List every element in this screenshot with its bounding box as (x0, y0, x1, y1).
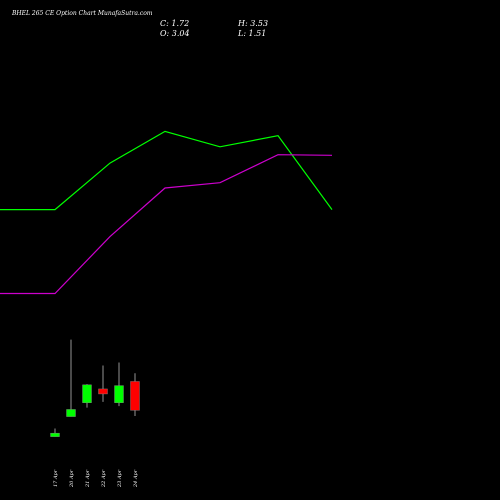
close-readout: C: 1.72 (160, 19, 189, 28)
indicator-line-2 (0, 154, 333, 295)
candle-21-apr (82, 384, 92, 408)
date-axis: 17 Apr 20 Apr 21 Apr 22 Apr 23 Apr 24 Apr (53, 469, 139, 488)
candle-17-apr (50, 428, 60, 437)
candle-23-apr (114, 362, 124, 407)
high-readout: H: 3.53 (237, 19, 268, 28)
candle-body (66, 409, 76, 417)
indicator-lines (0, 130, 333, 295)
open-readout: O: 3.04 (160, 29, 190, 38)
candle-24-apr (130, 373, 140, 416)
candle-22-apr (98, 365, 108, 402)
date-label: 21 Apr (85, 469, 91, 488)
chart-title: BHEL 265 CE Option Chart MunafaSutra.com (11, 10, 153, 17)
low-readout: L: 1.51 (237, 29, 266, 38)
candle-body (130, 381, 140, 411)
candlesticks (50, 339, 140, 437)
candle-body (98, 388, 108, 395)
date-label: 22 Apr (101, 469, 107, 488)
date-label: 24 Apr (133, 469, 139, 488)
candle-body (114, 385, 124, 403)
date-label: 23 Apr (117, 469, 123, 488)
candle-20-apr (66, 339, 76, 417)
candle-body (82, 384, 92, 403)
date-label: 20 Apr (69, 469, 75, 488)
indicator-line-1 (0, 130, 333, 211)
date-label: 17 Apr (53, 469, 59, 487)
candle-body (50, 432, 60, 437)
